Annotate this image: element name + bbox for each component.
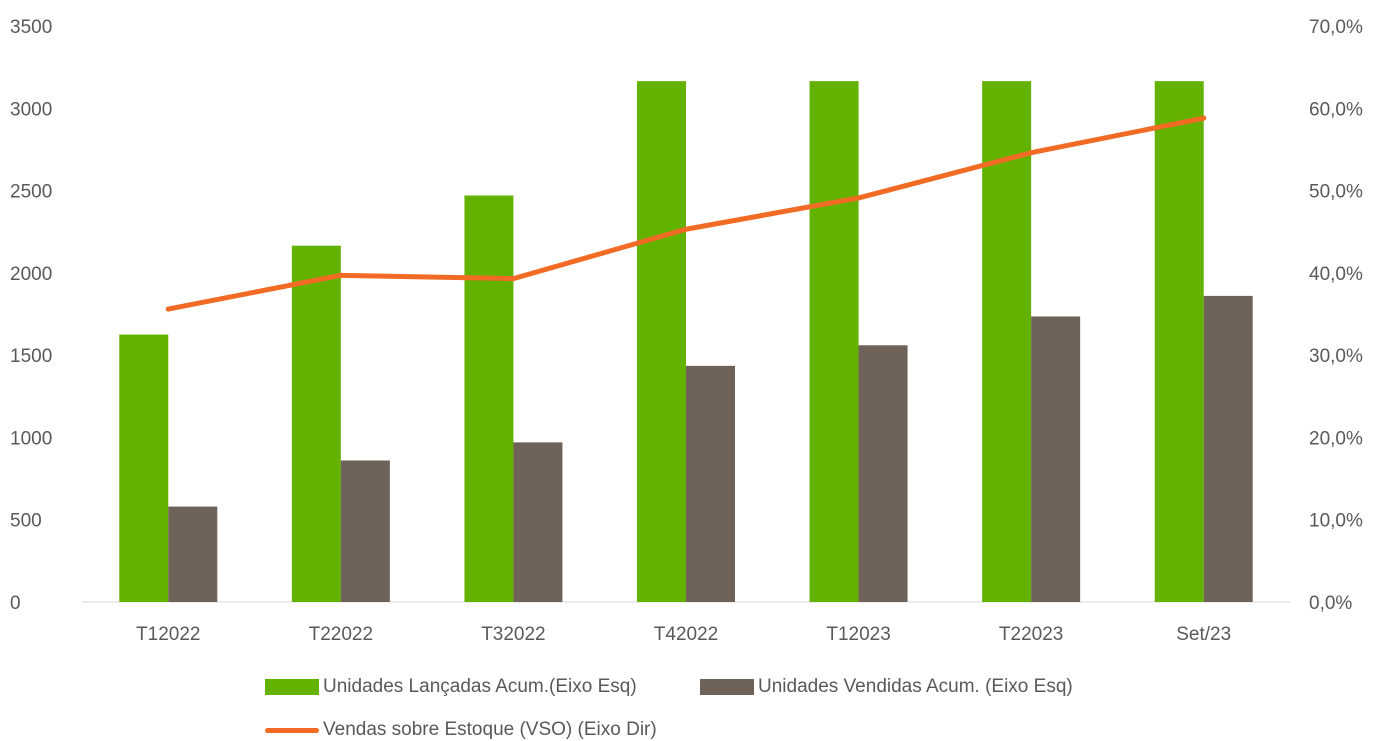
vso-point[interactable] [856, 195, 862, 201]
bar-launched[interactable] [119, 334, 169, 602]
y-right-axis: 0,0% 10,0% 20,0% 30,0% 40,0% 50,0% 60,0% 70,0% [1309, 17, 1363, 614]
bar-launched[interactable] [291, 245, 341, 602]
y-left-tick-label: 500 [10, 511, 42, 532]
vso-point[interactable] [510, 276, 516, 282]
bar-launched[interactable] [982, 81, 1032, 603]
x-tick-label: T12023 [826, 624, 890, 645]
bar-sold[interactable] [168, 506, 218, 602]
y-right-tick-label: 60,0% [1309, 99, 1363, 120]
x-tick-label: T22022 [309, 624, 373, 645]
bar-sold[interactable] [513, 442, 563, 602]
line-series-group [165, 115, 1207, 312]
y-right-tick-label: 50,0% [1309, 182, 1363, 203]
y-right-tick-label: 0,0% [1309, 593, 1352, 614]
bar-sold[interactable] [686, 365, 735, 602]
y-right-tick-label: 30,0% [1309, 346, 1363, 367]
x-tick-label: T42022 [654, 624, 718, 645]
vso-point[interactable] [1201, 115, 1207, 121]
y-left-tick-label: 1500 [10, 346, 52, 367]
x-axis: T12022 T22022 T32022 T42022 T12023 T22023 Set/… [136, 624, 1231, 645]
vso-point[interactable] [165, 306, 171, 312]
y-right-tick-label: 20,0% [1309, 428, 1363, 449]
x-tick-label: Set/23 [1176, 624, 1231, 645]
bar-launched[interactable] [464, 195, 514, 602]
y-right-tick-label: 10,0% [1309, 511, 1363, 532]
bar-sold[interactable] [1031, 316, 1081, 602]
y-left-tick-label: 2500 [10, 182, 52, 203]
bar-launched[interactable] [809, 81, 859, 603]
y-left-tick-label: 2000 [10, 264, 52, 285]
x-tick-label: T32022 [481, 624, 545, 645]
bars-group [119, 81, 1253, 603]
y-right-tick-label: 70,0% [1309, 17, 1363, 38]
vso-point[interactable] [1028, 150, 1034, 156]
y-left-tick-label: 1000 [10, 428, 52, 449]
y-left-axis: 0 500 1000 1500 2000 2500 3000 3500 [10, 17, 52, 614]
bar-sold[interactable] [858, 345, 908, 602]
y-right-tick-label: 40,0% [1309, 264, 1363, 285]
x-tick-label: T12022 [136, 624, 200, 645]
bar-launched[interactable] [1154, 81, 1204, 603]
vso-point[interactable] [683, 226, 689, 232]
y-left-tick-label: 3500 [10, 17, 52, 38]
y-left-tick-label: 3000 [10, 99, 52, 120]
vso-point[interactable] [338, 272, 344, 278]
bar-launched[interactable] [637, 81, 686, 603]
bar-sold[interactable] [340, 460, 390, 602]
bar-sold[interactable] [1203, 295, 1253, 602]
y-left-tick-label: 0 [10, 593, 21, 614]
x-tick-label: T22023 [999, 624, 1063, 645]
